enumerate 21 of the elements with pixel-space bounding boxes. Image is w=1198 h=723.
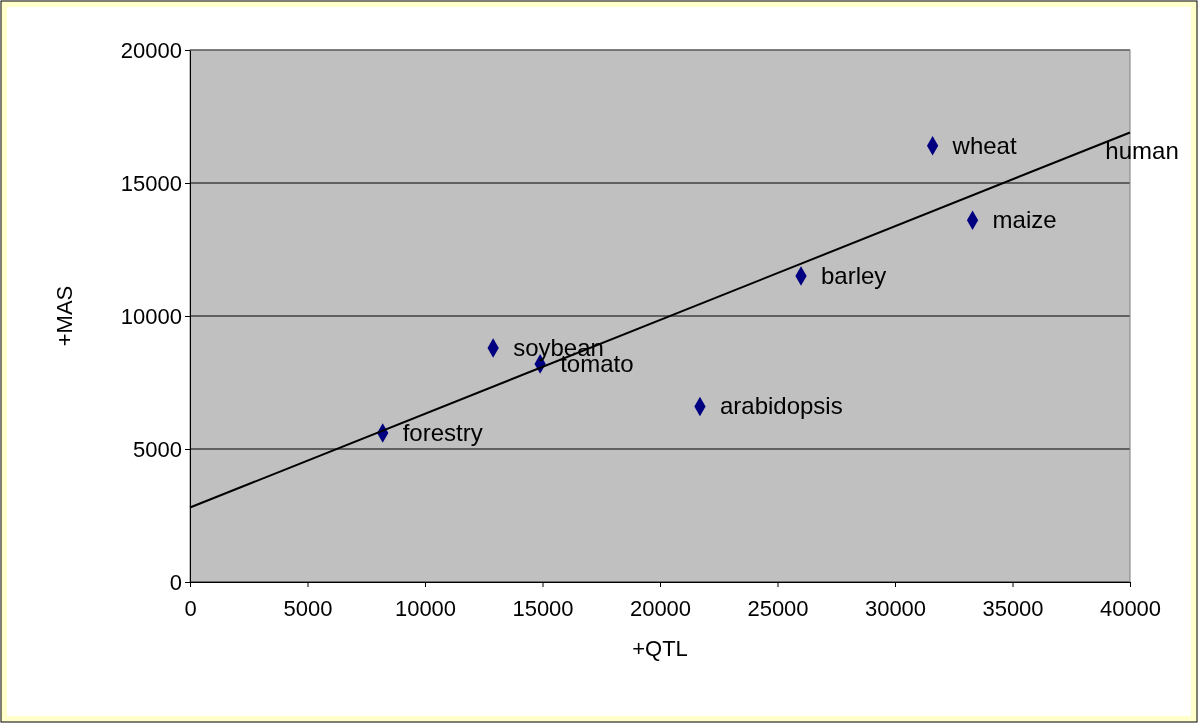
x-tick-label: 25000 <box>747 596 809 622</box>
x-tick-label: 10000 <box>394 596 457 622</box>
annotation: forestry <box>402 419 483 447</box>
y-tick-label: 5000 <box>133 436 182 462</box>
x-tick-label: 20000 <box>629 596 692 622</box>
y-tick-label: 20000 <box>120 37 182 63</box>
y-tick-label: 10000 <box>120 303 182 329</box>
annotation: arabidopsis <box>719 392 843 420</box>
annotation: barley <box>821 262 887 290</box>
annotation: maize <box>992 206 1057 234</box>
x-tick-label: 15000 <box>512 596 574 622</box>
y-tick-label: 15000 <box>120 170 182 196</box>
x-tick-label: 35000 <box>982 596 1044 622</box>
annotation: wheat <box>951 131 1017 159</box>
annotation: human <box>1105 137 1179 165</box>
x-tick-label: 5000 <box>283 596 333 622</box>
y-axis-title: +MAS <box>52 285 77 347</box>
x-tick-label: 30000 <box>864 596 927 622</box>
x-tick-label: 40000 <box>1099 596 1162 622</box>
x-axis-title: +QTL <box>632 636 688 661</box>
y-tick-label: 0 <box>169 569 182 595</box>
